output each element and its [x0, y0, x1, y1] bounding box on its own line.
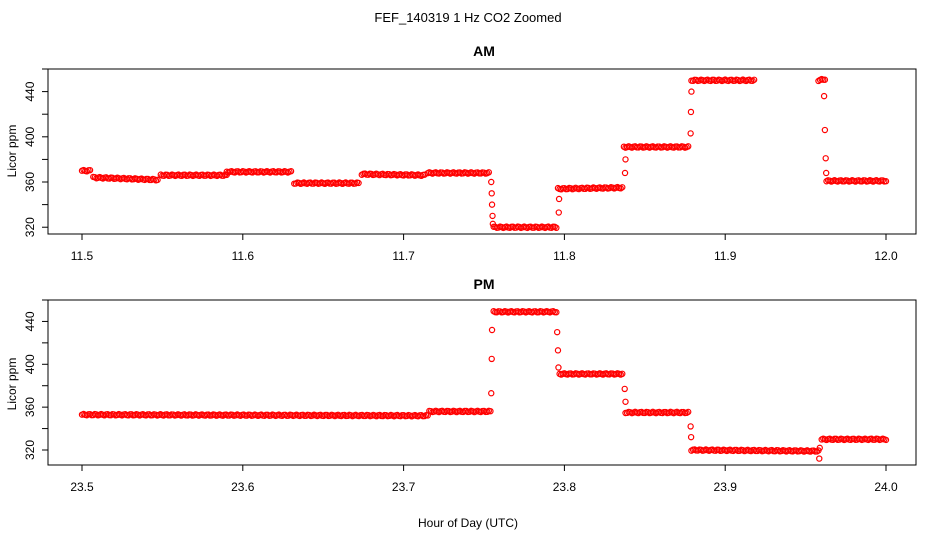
am-data-point	[355, 179, 362, 187]
am-data-point	[488, 178, 495, 186]
pm-data-point	[687, 423, 694, 430]
pm-data-point	[488, 326, 496, 334]
am-data-point	[622, 156, 629, 163]
pm-data-point	[619, 370, 626, 378]
am-x-tick-label: 11.9	[714, 249, 737, 263]
am-data-point	[821, 76, 829, 83]
am-data-point	[750, 76, 758, 83]
pm-data-point	[555, 364, 562, 371]
pm-data-point	[816, 455, 823, 462]
am-data-point	[822, 155, 829, 162]
pm-y-tick-label: 360	[23, 397, 37, 417]
pm-data-point	[622, 398, 629, 405]
am-data-point	[821, 126, 829, 134]
am-data-point	[619, 184, 626, 191]
am-x-tick-label: 11.8	[553, 249, 576, 263]
panel-pm-frame	[47, 299, 917, 466]
pm-x-tick-label: 23.8	[553, 480, 577, 494]
am-data-point	[154, 176, 161, 184]
am-data-point	[687, 108, 695, 116]
pm-y-tick-label: 400	[23, 354, 37, 374]
panel-pm-axes: 23.5 23.6 23.7 23.8 23.9 24.0 320 360 400 440	[23, 299, 898, 494]
pm-data-point	[816, 444, 823, 452]
panel-am-ylabel: Licor ppm	[5, 125, 19, 178]
am-x-tick-label: 11.6	[232, 249, 255, 263]
panel-am-title: AM	[473, 43, 495, 59]
am-data-point	[489, 220, 497, 228]
panel-am-frame	[47, 68, 917, 235]
am-data-point	[555, 209, 562, 216]
pm-data-point	[488, 355, 495, 363]
am-data-point	[820, 92, 828, 100]
am-data-point	[687, 130, 694, 137]
am-data-point	[621, 169, 629, 177]
am-data-point	[822, 169, 830, 177]
panel-pm-points	[78, 307, 890, 462]
am-data-point	[287, 167, 295, 175]
pm-y-tick-label: 440	[23, 311, 37, 331]
am-data-point	[485, 169, 493, 176]
pm-data-point	[487, 407, 494, 415]
am-x-tick-label: 11.7	[392, 249, 415, 263]
am-y-tick-label: 400	[23, 126, 37, 146]
panel-pm: PM Licor ppm 23.5 23.6 23.7 23.8 23.9 24.0 320…	[5, 276, 917, 494]
pm-x-tick-label: 23.6	[231, 480, 255, 494]
pm-x-tick-label: 23.9	[714, 480, 738, 494]
am-y-tick-label: 360	[23, 172, 37, 192]
am-data-point	[555, 195, 563, 203]
pm-data-point	[687, 433, 695, 441]
am-data-point	[882, 178, 890, 185]
panel-am-points	[78, 75, 890, 232]
am-data-point	[489, 212, 496, 220]
panel-am: AM Licor ppm 11.5 11.6 11.7 11.8 11.9 12.0 320…	[5, 43, 917, 263]
pm-data-point	[488, 390, 495, 397]
am-x-tick-label: 11.5	[71, 249, 94, 263]
pm-data-point	[882, 436, 890, 444]
panel-pm-title: PM	[474, 276, 495, 292]
am-data-point	[688, 88, 695, 95]
pm-x-tick-label: 24.0	[874, 480, 898, 494]
am-y-tick-label: 320	[23, 217, 37, 237]
am-data-point	[488, 190, 495, 197]
am-data-point	[421, 171, 428, 178]
pm-x-tick-label: 23.5	[70, 480, 94, 494]
pm-y-tick-label: 320	[23, 440, 37, 460]
pm-data-point	[554, 347, 562, 354]
am-data-point	[86, 166, 94, 174]
pm-data-point	[685, 408, 692, 416]
am-x-tick-label: 12.0	[874, 249, 898, 263]
am-data-point	[553, 224, 560, 232]
pm-data-point	[621, 385, 628, 393]
pm-data-point	[553, 309, 560, 316]
pm-data-point	[553, 328, 561, 336]
am-data-point	[488, 201, 496, 208]
am-data-point	[685, 143, 692, 150]
figure-xlabel: Hour of Day (UTC)	[418, 516, 518, 530]
pm-x-tick-label: 23.7	[392, 480, 416, 494]
panel-am-axes: 11.5 11.6 11.7 11.8 11.9 12.0 320 360 400 440	[23, 68, 898, 263]
am-y-tick-label: 440	[23, 81, 37, 101]
panel-pm-ylabel: Licor ppm	[5, 358, 19, 411]
figure-title: FEF_140319 1 Hz CO2 Zoomed	[374, 10, 561, 25]
